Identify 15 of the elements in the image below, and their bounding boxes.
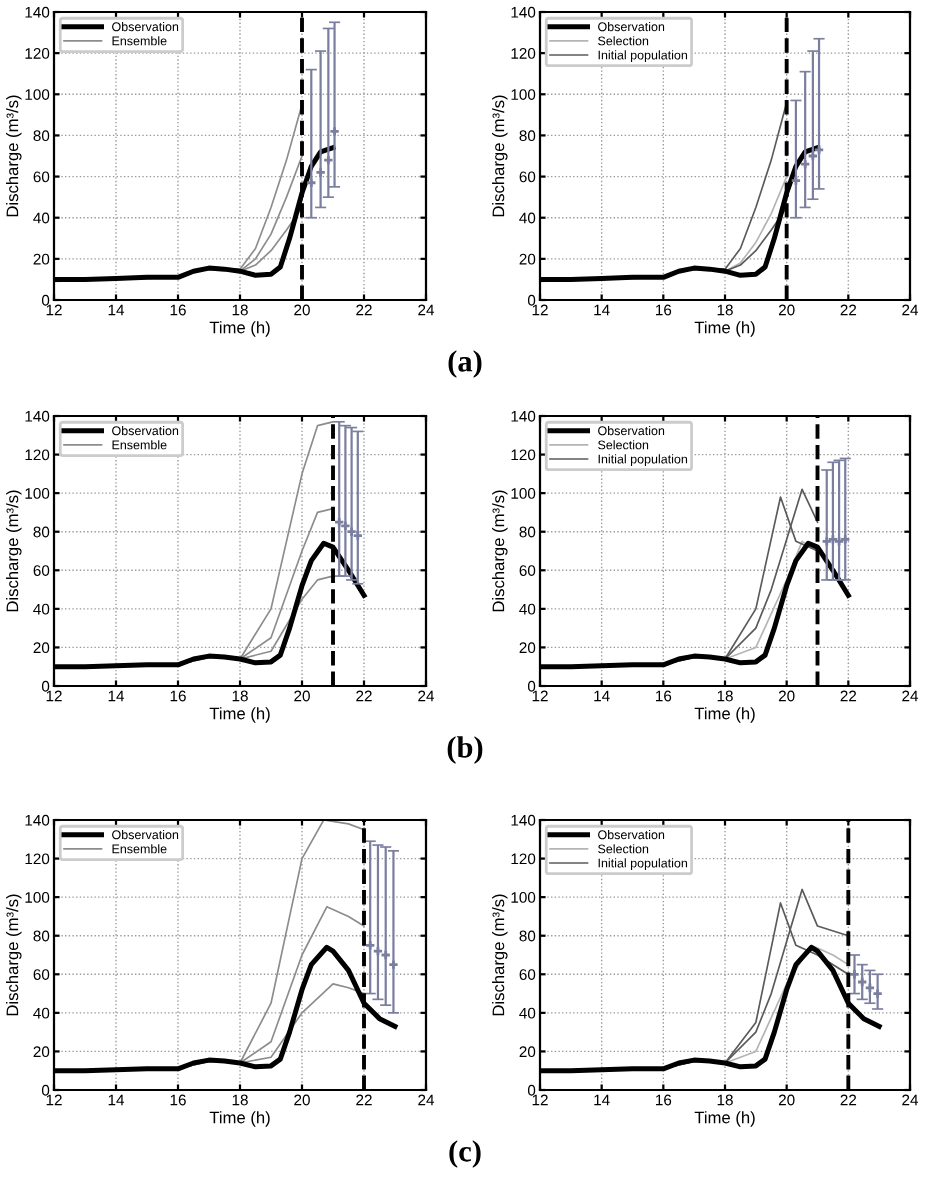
- x-axis-title: Time (h): [694, 1111, 755, 1127]
- y-axis-title: Discharge (m³/s): [492, 95, 508, 217]
- text: (c): [449, 1140, 481, 1168]
- text: (b): [447, 736, 483, 764]
- y-axis-title: Discharge (m³/s): [6, 95, 22, 217]
- y-axis-title: Discharge (m³/s): [6, 490, 22, 612]
- y-axis-title: Discharge (m³/s): [492, 490, 508, 612]
- x-axis-title: Time (h): [209, 707, 270, 723]
- x-axis-title: Time (h): [209, 1111, 270, 1127]
- x-axis-title: Time (h): [694, 321, 755, 337]
- x-axis-title: Time (h): [209, 321, 270, 337]
- y-axis-title: Discharge (m³/s): [6, 894, 22, 1016]
- text: (a): [448, 350, 482, 378]
- y-axis-title: Discharge (m³/s): [492, 894, 508, 1016]
- x-axis-title: Time (h): [694, 707, 755, 723]
